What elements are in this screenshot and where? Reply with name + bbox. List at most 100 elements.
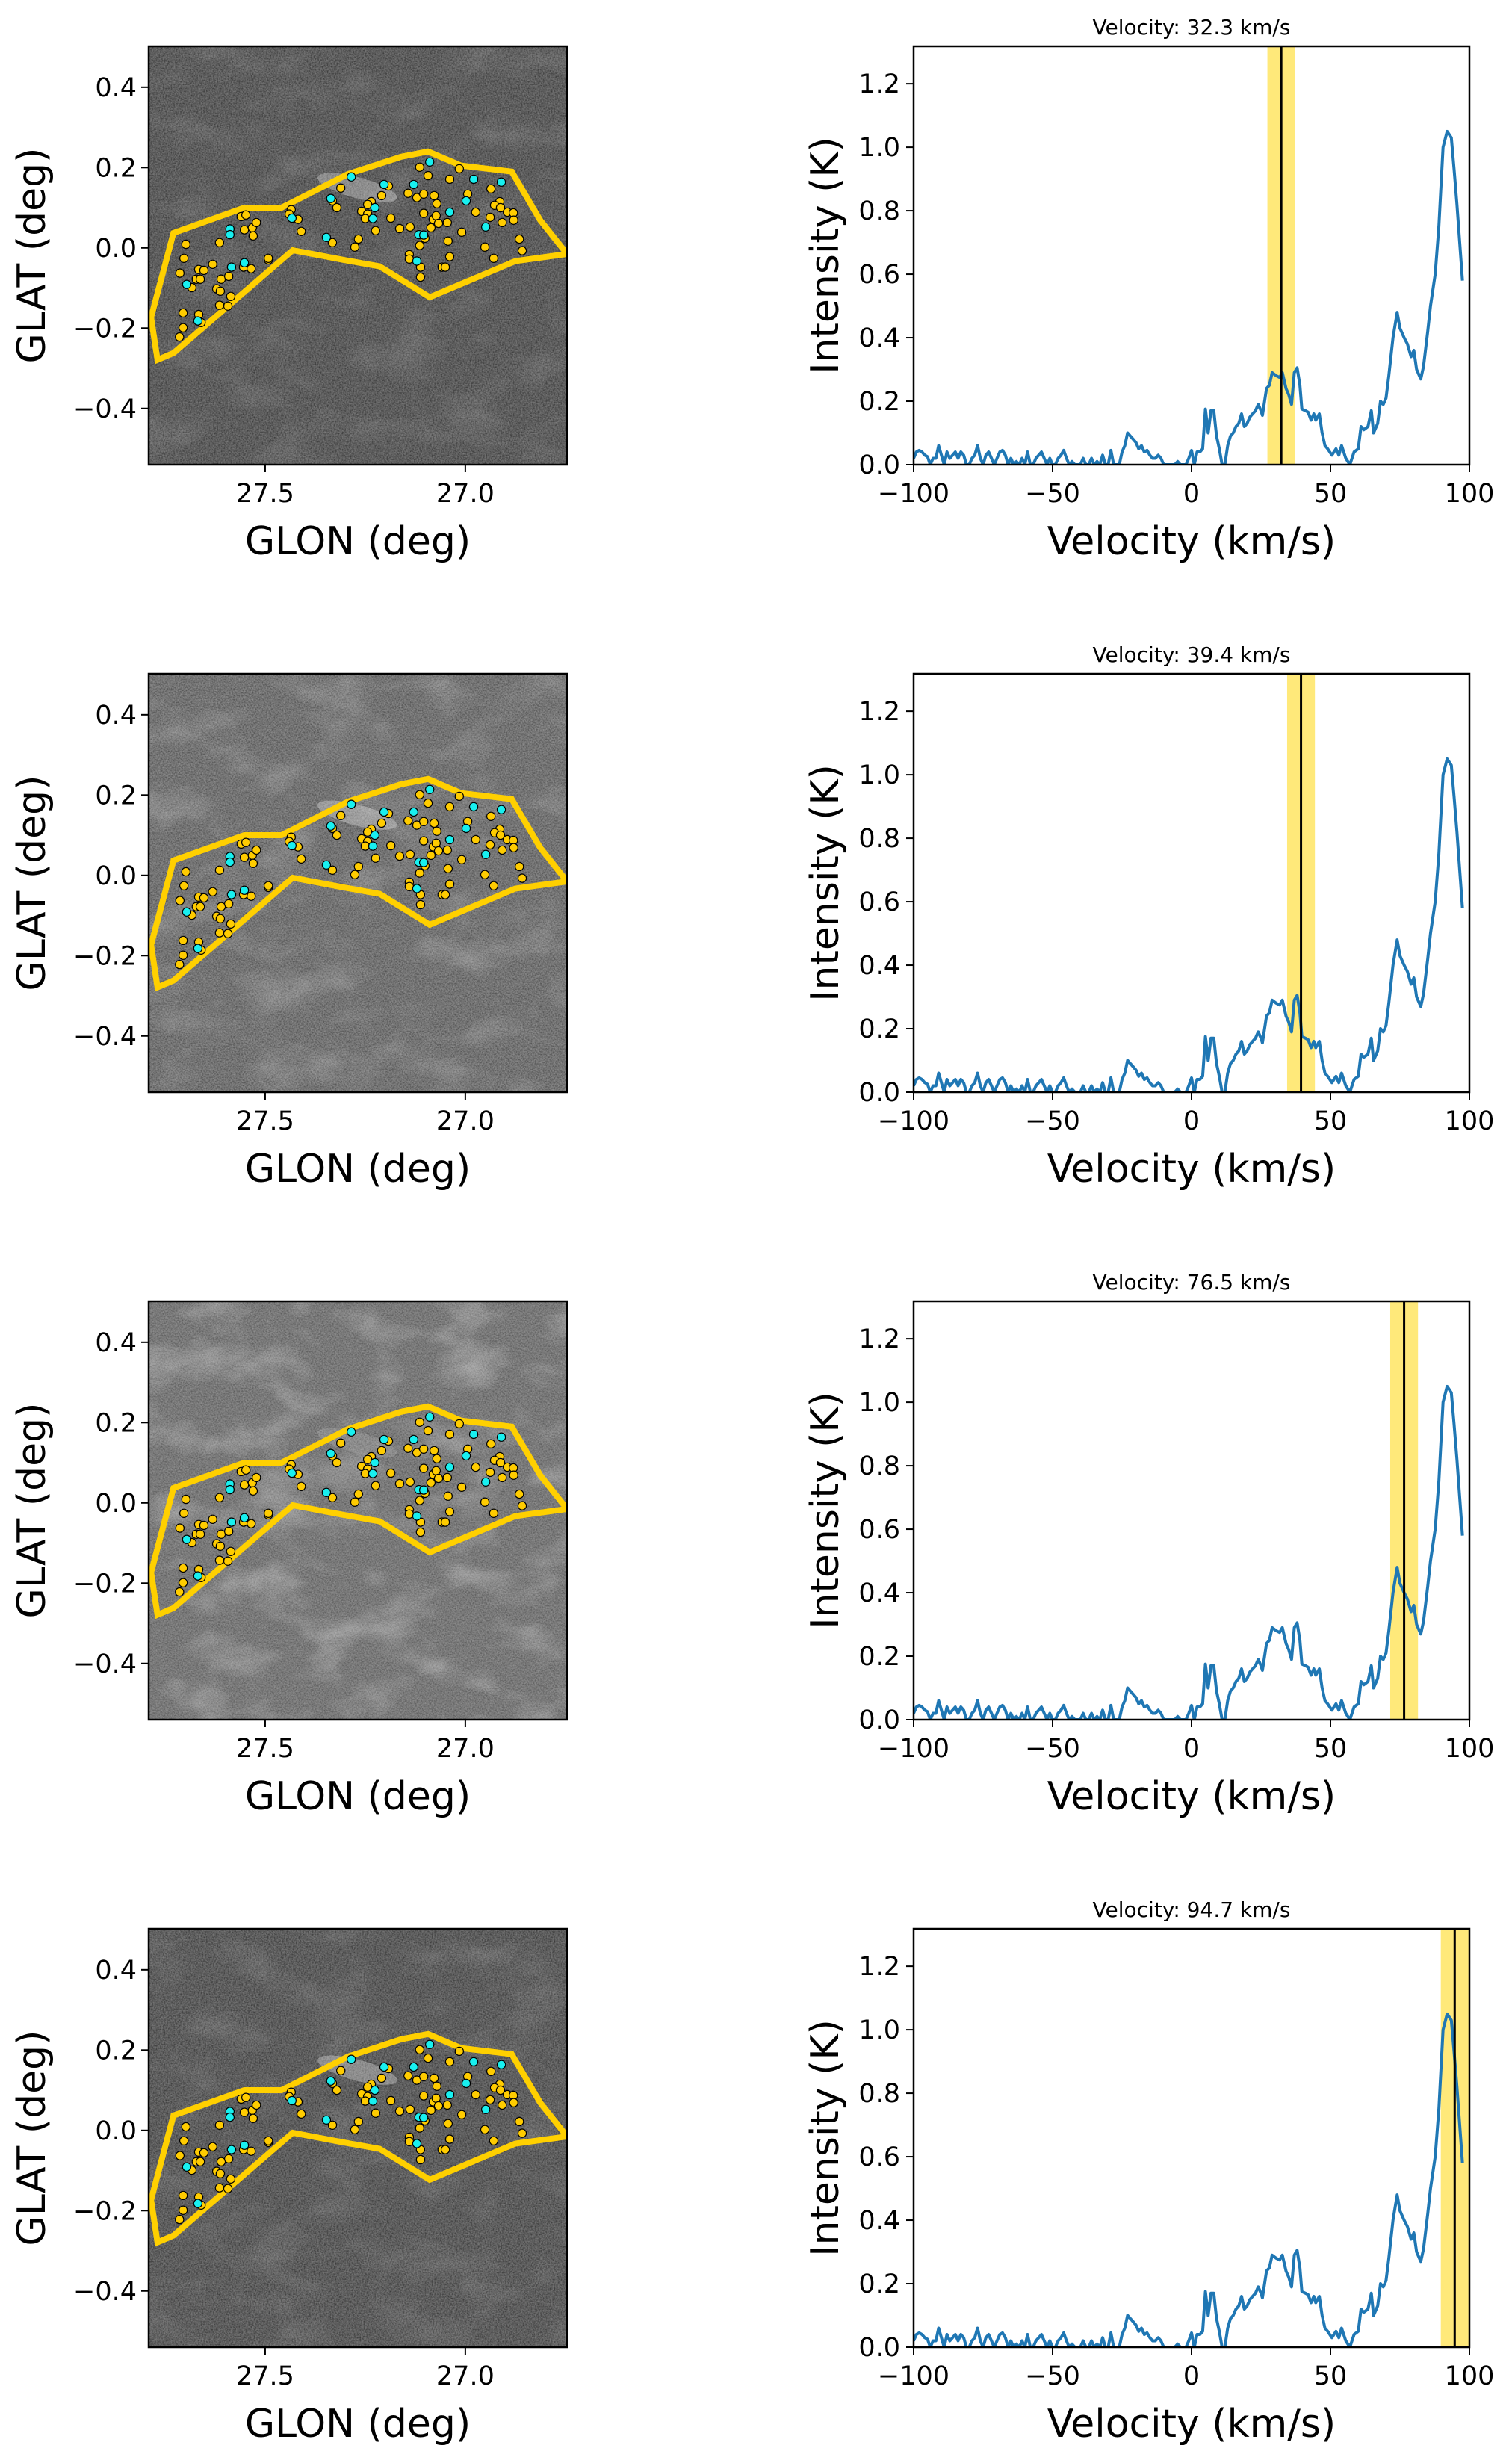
spectrum-x-tick-label: 50	[1314, 1106, 1348, 1136]
source-point-yellow	[350, 1497, 360, 1507]
source-point-yellow	[415, 868, 425, 878]
map-x-tick-label: 27.0	[436, 2361, 495, 2391]
source-point-yellow	[214, 300, 225, 310]
source-point-cyan	[287, 840, 297, 851]
source-point-cyan	[368, 841, 378, 851]
spectrum-x-tick-label: 0	[1183, 479, 1200, 509]
source-point-yellow	[360, 1469, 371, 1478]
source-point-yellow	[509, 843, 518, 852]
source-point-cyan	[226, 2145, 237, 2154]
source-point-cyan	[326, 2076, 335, 2086]
source-point-cyan	[379, 179, 389, 190]
source-point-yellow	[495, 1457, 506, 1468]
source-point-yellow	[264, 253, 273, 263]
map-y-tick-label: 0.0	[95, 861, 137, 891]
source-point-yellow	[444, 174, 455, 185]
source-point-yellow	[486, 811, 496, 822]
source-point-yellow	[403, 816, 413, 825]
source-point-yellow	[432, 826, 442, 836]
map-x-tick-label: 27.5	[236, 479, 294, 509]
map-y-axis-label: GLAT (deg)	[10, 1403, 55, 1619]
source-point-yellow	[429, 1446, 439, 1456]
source-point-cyan	[239, 258, 250, 267]
source-point-cyan	[409, 1434, 419, 1445]
source-point-yellow	[179, 253, 189, 263]
map-y-tick-label: 0.4	[95, 701, 137, 731]
source-point-yellow	[405, 849, 415, 860]
source-point-yellow	[509, 2098, 518, 2107]
source-point-yellow	[419, 208, 429, 218]
source-point-yellow	[223, 1556, 233, 1566]
source-point-yellow	[247, 1519, 256, 1528]
source-point-yellow	[241, 837, 251, 847]
source-point-yellow	[264, 881, 273, 891]
source-point-cyan	[419, 2113, 429, 2122]
source-point-yellow	[509, 1470, 518, 1480]
spectrum-panel: −100 −50 0 50 100 0.0 0.2 0.4 0.6 0.8 1.0 1.2 Veloci…	[803, 15, 1494, 564]
source-point-cyan	[226, 1517, 237, 1527]
source-point-yellow	[215, 1541, 226, 1551]
source-point-yellow	[247, 264, 256, 273]
source-point-yellow	[199, 265, 209, 276]
spectrum-y-tick-label: 0.8	[858, 2079, 900, 2109]
source-point-cyan	[347, 799, 356, 809]
figure-row-2: 27.5 27.0 0.4 0.2 0.0 −0.2 −0.4 GLON (deg) GLAT …	[10, 642, 1494, 1192]
spectrum-y-tick-label: 0.4	[858, 1578, 900, 1608]
source-point-yellow	[336, 811, 346, 820]
source-point-cyan	[226, 262, 237, 272]
spectrum-y-tick-label: 0.2	[858, 387, 900, 417]
source-point-yellow	[471, 2089, 481, 2100]
source-point-cyan	[182, 2162, 192, 2172]
source-point-yellow	[419, 817, 429, 827]
source-point-cyan	[444, 2089, 455, 2100]
spectrum-y-tick-label: 1.2	[858, 1324, 900, 1354]
source-point-cyan	[468, 802, 479, 812]
map-panel: 27.5 27.0 0.4 0.2 0.0 −0.2 −0.4 GLON (deg) GLAT …	[10, 672, 568, 1192]
source-point-yellow	[377, 1446, 387, 1456]
source-point-yellow	[404, 1509, 415, 1519]
source-point-cyan	[321, 2115, 332, 2125]
spectrum-y-tick-label: 1.2	[858, 697, 900, 727]
source-point-cyan	[239, 885, 250, 895]
source-point-cyan	[468, 1429, 479, 1440]
source-point-yellow	[456, 855, 467, 865]
source-point-yellow	[252, 1472, 261, 1483]
source-point-yellow	[226, 919, 236, 929]
source-point-cyan	[412, 2139, 422, 2148]
source-point-yellow	[214, 238, 225, 247]
source-point-yellow	[489, 253, 499, 263]
source-point-yellow	[332, 830, 342, 840]
source-point-yellow	[440, 262, 450, 272]
spectrum-x-tick-label: −100	[878, 1734, 949, 1764]
map-y-tick-label: 0.4	[95, 1956, 137, 1986]
source-point-yellow	[247, 891, 256, 901]
source-point-yellow	[386, 2095, 396, 2106]
spectrum-y-tick-label: 0.4	[858, 951, 900, 981]
source-point-yellow	[495, 2085, 506, 2095]
source-point-cyan	[370, 202, 379, 213]
source-point-yellow	[208, 1514, 217, 1525]
spectrum-y-axis-label: Intensity (K)	[803, 2019, 848, 2257]
source-point-yellow	[297, 226, 306, 236]
map-image	[149, 1929, 567, 2347]
source-point-yellow	[350, 870, 360, 879]
source-point-yellow	[199, 893, 209, 903]
source-point-cyan	[225, 229, 235, 240]
source-point-cyan	[412, 1511, 422, 1521]
source-point-yellow	[444, 1429, 455, 1440]
source-point-yellow	[394, 1478, 405, 1489]
spectrum-title: Velocity: 32.3 km/s	[1093, 15, 1291, 40]
map-y-tick-label: −0.2	[73, 941, 137, 971]
source-point-cyan	[425, 1412, 435, 1422]
map-image	[149, 674, 567, 1092]
source-point-yellow	[443, 1491, 453, 1501]
spectrum-line	[914, 2012, 1464, 2347]
source-point-cyan	[368, 2096, 378, 2106]
source-point-cyan	[182, 279, 192, 289]
spectrum-y-tick-label: 1.0	[858, 2015, 900, 2045]
map-frame	[147, 1927, 568, 2349]
source-point-yellow	[208, 259, 217, 269]
source-point-yellow	[442, 845, 453, 855]
source-point-cyan	[461, 823, 471, 834]
